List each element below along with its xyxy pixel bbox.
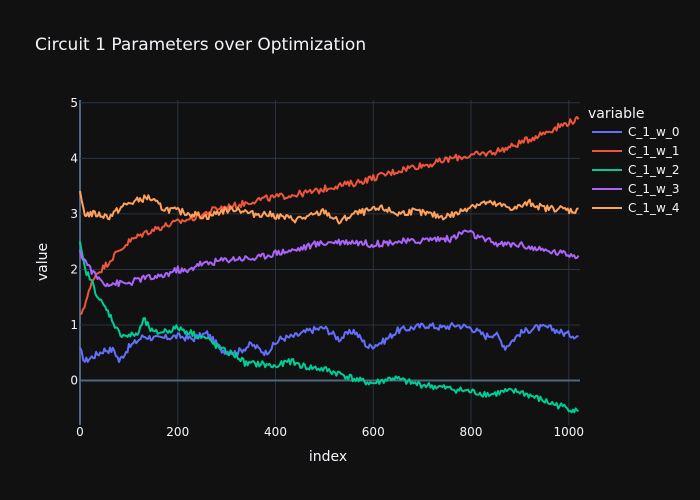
y-tick-label: 0: [70, 374, 78, 388]
x-tick-label: 800: [460, 425, 483, 439]
series-line-C_1_w_4: [79, 190, 579, 225]
legend-label: C_1_w_4: [628, 201, 679, 215]
series-layer: [79, 116, 580, 414]
x-axis-title: index: [309, 449, 347, 465]
y-axis-title: value: [35, 243, 51, 281]
y-tick-label: 5: [70, 96, 78, 110]
y-tick-label: 4: [70, 151, 78, 165]
legend-title: variable: [588, 106, 644, 122]
legend-item-C_1_w_0[interactable]: C_1_w_0: [592, 125, 679, 139]
x-tick-label: 600: [362, 425, 385, 439]
series-line-C_1_w_3: [79, 229, 580, 288]
legend-item-C_1_w_1[interactable]: C_1_w_1: [592, 144, 679, 158]
x-tick-label: 0: [76, 425, 84, 439]
x-tick-label: 1000: [553, 425, 584, 439]
legend-label: C_1_w_0: [628, 125, 679, 139]
legend[interactable]: C_1_w_0 C_1_w_1 C_1_w_2 C_1_w_3 C_1_w_4: [592, 125, 679, 215]
series-line-C_1_w_1: [79, 116, 580, 315]
series-line-C_1_w_0: [79, 322, 579, 364]
series-line-C_1_w_2: [79, 241, 579, 414]
legend-label: C_1_w_1: [628, 144, 679, 158]
y-tick-label: 2: [70, 262, 78, 276]
legend-label: C_1_w_3: [628, 182, 679, 196]
x-tick-label: 400: [264, 425, 287, 439]
grid-lines: [79, 100, 580, 425]
y-tick-label: 3: [70, 207, 78, 221]
legend-item-C_1_w_3[interactable]: C_1_w_3: [592, 182, 679, 196]
legend-item-C_1_w_2[interactable]: C_1_w_2: [592, 163, 679, 177]
tick-labels: 0 200 400 600 800 1000 0 1 2 3 4 5: [70, 96, 584, 439]
y-tick-label: 1: [70, 318, 78, 332]
x-tick-label: 200: [166, 425, 189, 439]
legend-label: C_1_w_2: [628, 163, 679, 177]
chart-title: Circuit 1 Parameters over Optimization: [35, 35, 366, 55]
legend-item-C_1_w_4[interactable]: C_1_w_4: [592, 201, 679, 215]
